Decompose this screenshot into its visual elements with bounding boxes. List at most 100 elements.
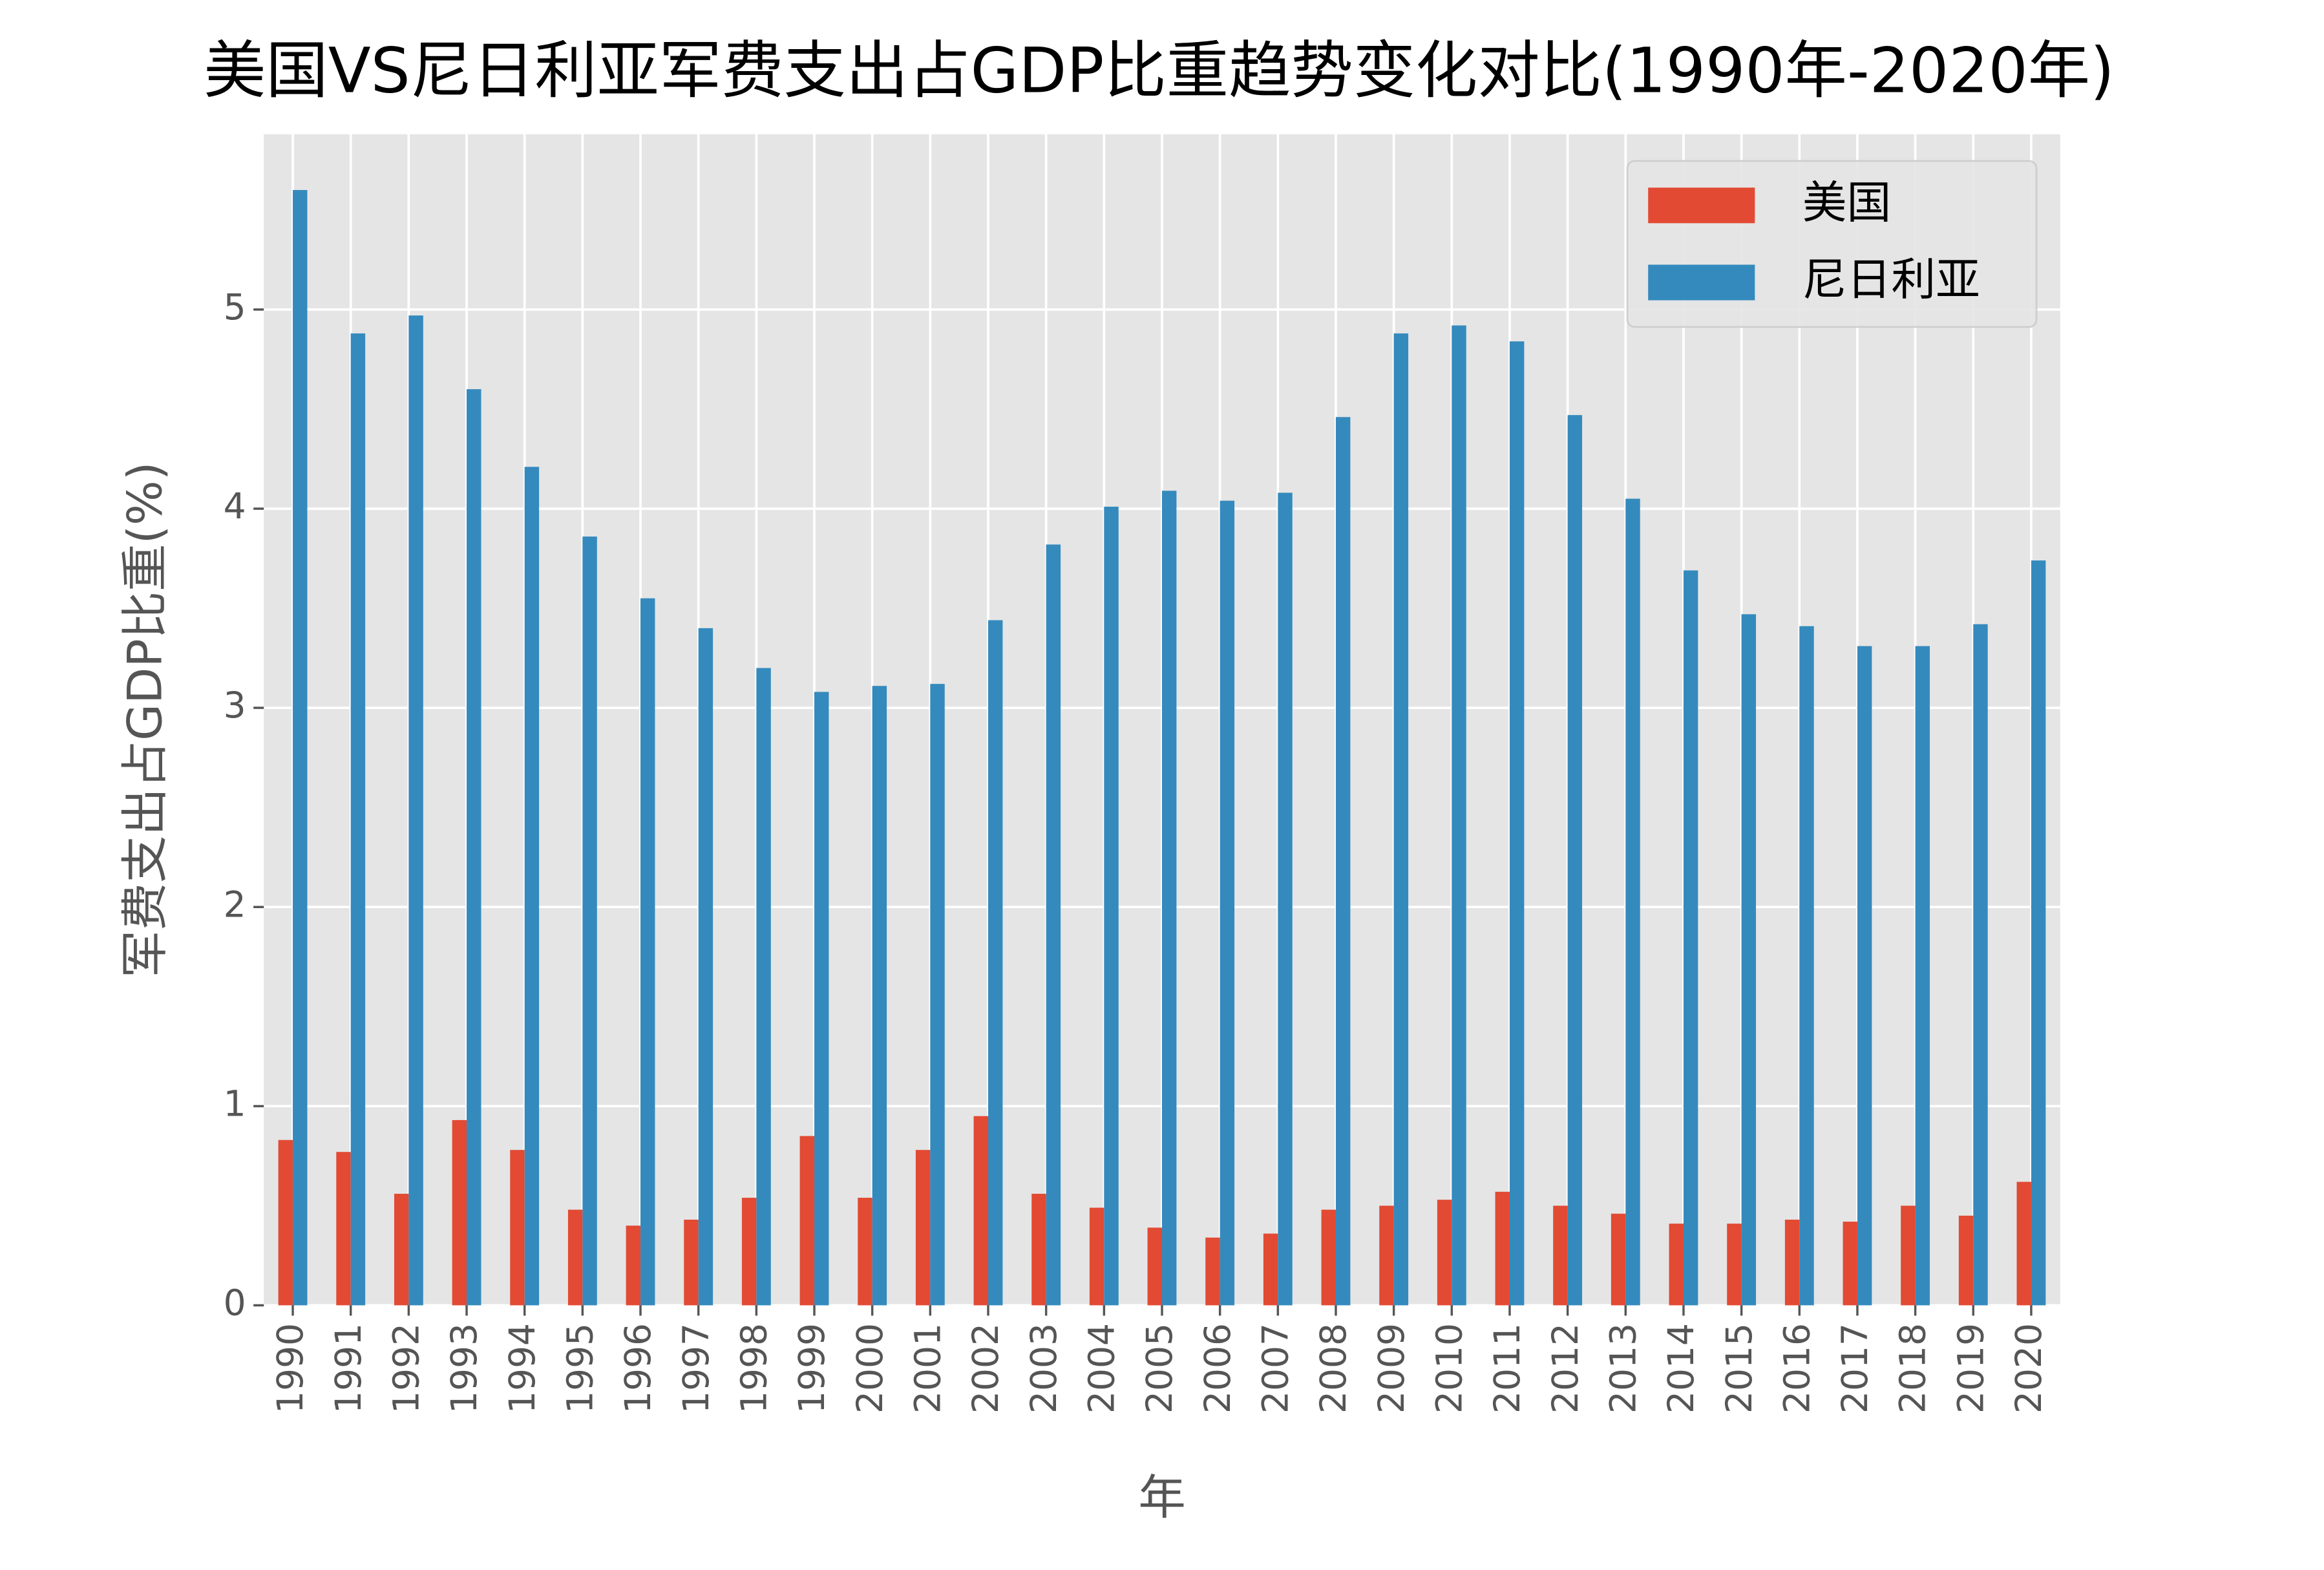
bar — [510, 1150, 525, 1306]
bar — [1857, 646, 1872, 1306]
bar — [1205, 1237, 1220, 1306]
bar — [684, 1219, 699, 1306]
x-tick-label: 2001 — [907, 1323, 948, 1414]
bar — [640, 598, 655, 1306]
bar — [1031, 1193, 1046, 1306]
bar — [1379, 1205, 1394, 1306]
x-tick-label: 2017 — [1834, 1323, 1875, 1414]
bar — [278, 1140, 293, 1306]
bar — [1683, 570, 1698, 1306]
x-tick-label: 1991 — [328, 1323, 369, 1414]
x-tick-label: 2019 — [1950, 1323, 1991, 1414]
bar — [988, 620, 1003, 1306]
bar — [1901, 1205, 1916, 1306]
bar — [872, 686, 887, 1306]
x-tick-label: 1995 — [559, 1323, 600, 1414]
x-tick-label: 2008 — [1313, 1323, 1354, 1414]
x-tick-label: 2010 — [1428, 1323, 1470, 1414]
x-tick-label: 1992 — [386, 1323, 427, 1414]
bar — [567, 1209, 583, 1306]
bars — [278, 189, 2046, 1306]
y-tick-label: 5 — [224, 286, 246, 328]
bar — [1567, 415, 1583, 1306]
x-tick-label: 2016 — [1776, 1323, 1817, 1414]
bar — [930, 684, 945, 1306]
bar — [293, 189, 308, 1306]
x-tick-label: 1998 — [733, 1323, 774, 1414]
bar — [1278, 493, 1293, 1306]
y-tick-label: 4 — [224, 485, 246, 527]
legend-swatch — [1648, 187, 1755, 224]
bar — [582, 536, 597, 1306]
bar — [1089, 1207, 1104, 1306]
bar — [973, 1116, 989, 1306]
bar — [1509, 341, 1525, 1306]
bar — [799, 1136, 815, 1306]
legend-label: 尼日利亚 — [1802, 254, 1980, 306]
bar — [1843, 1222, 1857, 1306]
x-tick-label: 2015 — [1718, 1323, 1760, 1414]
y-tick-label: 3 — [224, 684, 246, 726]
x-tick-label: 1994 — [502, 1323, 543, 1414]
bar — [1437, 1200, 1452, 1306]
y-tick-label: 1 — [224, 1083, 246, 1124]
x-tick-label: 2002 — [965, 1323, 1006, 1414]
x-tick-label: 1993 — [443, 1323, 485, 1414]
bar — [1741, 614, 1757, 1306]
x-tick-label: 2018 — [1892, 1323, 1934, 1414]
legend-swatch — [1648, 264, 1755, 301]
chart-title: 美国VS尼日利亚军费支出占GDP比重趋势变化对比(1990年-2020年) — [204, 34, 2115, 107]
x-tick-label: 2007 — [1254, 1323, 1296, 1414]
bar — [814, 692, 829, 1306]
bar — [1147, 1227, 1162, 1306]
bar — [1611, 1213, 1626, 1306]
bar — [452, 1119, 467, 1306]
x-tick-label: 2014 — [1660, 1323, 1702, 1414]
bar — [626, 1225, 641, 1306]
bar — [394, 1193, 409, 1306]
bar — [741, 1198, 757, 1306]
legend-label: 美国 — [1802, 177, 1892, 229]
bar — [1335, 417, 1351, 1306]
x-tick-label: 2006 — [1197, 1323, 1238, 1414]
bar — [756, 668, 771, 1306]
bar — [1727, 1224, 1742, 1306]
bar — [1784, 1219, 1800, 1306]
x-tick-label: 2003 — [1023, 1323, 1064, 1414]
x-tick-label: 2012 — [1545, 1323, 1586, 1414]
bar — [408, 315, 423, 1306]
bar — [2031, 560, 2046, 1306]
x-tick-label: 2011 — [1486, 1323, 1528, 1414]
x-tick-label: 2013 — [1602, 1323, 1643, 1414]
bar — [524, 467, 540, 1306]
bar — [858, 1198, 872, 1306]
bar — [1669, 1224, 1684, 1306]
bar — [1973, 624, 1988, 1306]
bar — [1495, 1191, 1510, 1306]
bar — [915, 1150, 931, 1306]
x-tick-label: 1990 — [269, 1323, 311, 1414]
bar — [1625, 498, 1640, 1306]
bar — [2016, 1182, 2031, 1306]
x-tick-label: 2004 — [1081, 1323, 1122, 1414]
y-axis-label: 军费支出占GDP比重(%) — [118, 461, 173, 977]
bar — [1452, 325, 1466, 1306]
bar — [1162, 491, 1177, 1306]
bar — [1263, 1233, 1278, 1306]
bar — [350, 333, 366, 1306]
x-axis-label: 年 — [1138, 1470, 1185, 1525]
bar — [1046, 544, 1061, 1306]
bar — [1393, 333, 1409, 1306]
bar — [336, 1152, 351, 1306]
y-tick-label: 0 — [224, 1282, 246, 1324]
bar — [1958, 1215, 1974, 1306]
bar — [698, 628, 713, 1306]
x-tick-label: 2009 — [1371, 1323, 1412, 1414]
x-tick-label: 1996 — [617, 1323, 659, 1414]
x-tick-label: 1999 — [791, 1323, 832, 1414]
bar — [1553, 1205, 1568, 1306]
x-tick-label: 2005 — [1139, 1323, 1180, 1414]
bar — [1104, 506, 1119, 1306]
